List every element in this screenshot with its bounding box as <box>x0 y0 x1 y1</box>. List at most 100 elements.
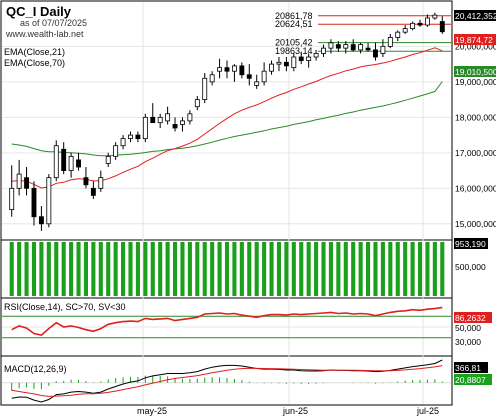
volume-bar <box>262 242 267 296</box>
hist-value-box <box>454 374 492 385</box>
volume-bar <box>373 242 378 296</box>
price-tick-label: 18,000,000 <box>455 112 496 122</box>
volume-value-box <box>454 238 488 249</box>
candle-body <box>53 145 59 179</box>
candle-body <box>269 63 274 72</box>
x-label-jun: jun-25 <box>282 406 308 416</box>
ema21-value-box <box>454 34 496 45</box>
candle-body <box>261 70 267 83</box>
candle-body <box>402 28 408 33</box>
ema70-legend: EMA(Close,70) <box>4 58 65 68</box>
volume-bar <box>217 242 222 296</box>
candle-body <box>9 187 15 211</box>
candle-body <box>395 31 401 38</box>
candle-body <box>150 116 156 124</box>
volume-bar <box>351 242 356 296</box>
candle-body <box>217 67 223 72</box>
candle-body <box>46 177 52 225</box>
candle-body <box>387 37 393 47</box>
volume-bar <box>306 242 311 296</box>
volume-bar <box>54 242 59 296</box>
candle-body <box>313 53 319 58</box>
volume-bar <box>224 242 230 296</box>
ema70-value-box <box>454 66 496 77</box>
candle-body <box>254 81 260 86</box>
ema70-line <box>11 81 443 157</box>
volume-bar <box>321 242 326 296</box>
volume-bar <box>135 242 140 296</box>
macd-value-label: 366,81 <box>455 363 481 373</box>
price-level-label: 19863,14 <box>275 46 313 56</box>
volume-bar <box>314 242 319 296</box>
candle-body <box>283 61 289 67</box>
volume-bar <box>403 242 408 296</box>
volume-bar <box>69 242 74 296</box>
volume-bar <box>172 242 178 296</box>
price-level-label: 20624,51 <box>275 19 313 29</box>
rsi-tick-30: 30,000 <box>455 337 481 347</box>
candle-body <box>172 124 178 129</box>
candle-body <box>276 61 282 65</box>
volume-bar <box>202 242 207 296</box>
rsi-value-label: 86,2632 <box>455 313 486 323</box>
candle-body <box>120 138 126 147</box>
volume-bar <box>358 242 363 296</box>
candle-body <box>165 113 171 122</box>
candle-body <box>380 45 386 54</box>
candle-body <box>335 44 341 49</box>
rsi-tick-50: 50,000 <box>455 323 481 333</box>
candle-body <box>417 22 423 26</box>
volume-bar <box>121 242 126 296</box>
candle-body <box>105 155 111 164</box>
volume-bar <box>83 242 88 296</box>
volume-bar <box>158 242 163 296</box>
candle-body <box>135 134 141 140</box>
candle-body <box>350 44 356 51</box>
candle-body <box>24 177 30 189</box>
volume-bar <box>328 242 333 296</box>
candle-body <box>31 187 37 218</box>
volume-bar <box>336 242 341 296</box>
volume-bar <box>299 242 304 296</box>
volume-bar <box>269 242 274 296</box>
volume-bar <box>195 242 200 296</box>
candle-body <box>358 44 364 51</box>
volume-bar <box>39 242 44 296</box>
volume-bar <box>150 242 155 296</box>
candle-body <box>439 21 445 33</box>
volume-bar <box>440 242 445 296</box>
volume-bar <box>180 242 185 296</box>
candle-body <box>410 22 416 30</box>
volume-bar <box>210 242 215 296</box>
candle-body <box>187 113 193 122</box>
volume-bar <box>366 242 371 296</box>
candle-body <box>343 44 349 49</box>
volume-bar <box>254 242 259 296</box>
rsi-label: RSI(Close,14), SC>70, SV<30 <box>4 302 126 312</box>
volume-bar <box>24 242 29 296</box>
volume-bar <box>113 242 118 296</box>
rsi-line <box>11 306 443 336</box>
candle-body <box>76 159 81 168</box>
candle-body <box>246 74 252 79</box>
candle-body <box>16 173 22 189</box>
candle-body <box>68 155 74 171</box>
volume-bar <box>432 242 437 296</box>
candle-body <box>38 216 44 225</box>
rsi-value-box <box>454 312 492 323</box>
volume-bar <box>61 242 66 296</box>
volume-bar <box>232 242 237 296</box>
signal-line <box>11 365 443 397</box>
volume-bar <box>98 242 103 296</box>
candle-body <box>432 14 438 19</box>
price-level-label: 20105,42 <box>275 38 313 48</box>
volume-bar <box>91 242 96 296</box>
volume-bar <box>239 242 244 296</box>
x-label-jul: jul-25 <box>416 406 439 416</box>
site-url: www.wealth-lab.net <box>5 29 84 39</box>
volume-bar <box>247 242 252 296</box>
price-panel <box>0 0 453 241</box>
price-tick-label: 15,000,000 <box>455 219 496 229</box>
volume-tick: 500,000 <box>455 262 486 272</box>
